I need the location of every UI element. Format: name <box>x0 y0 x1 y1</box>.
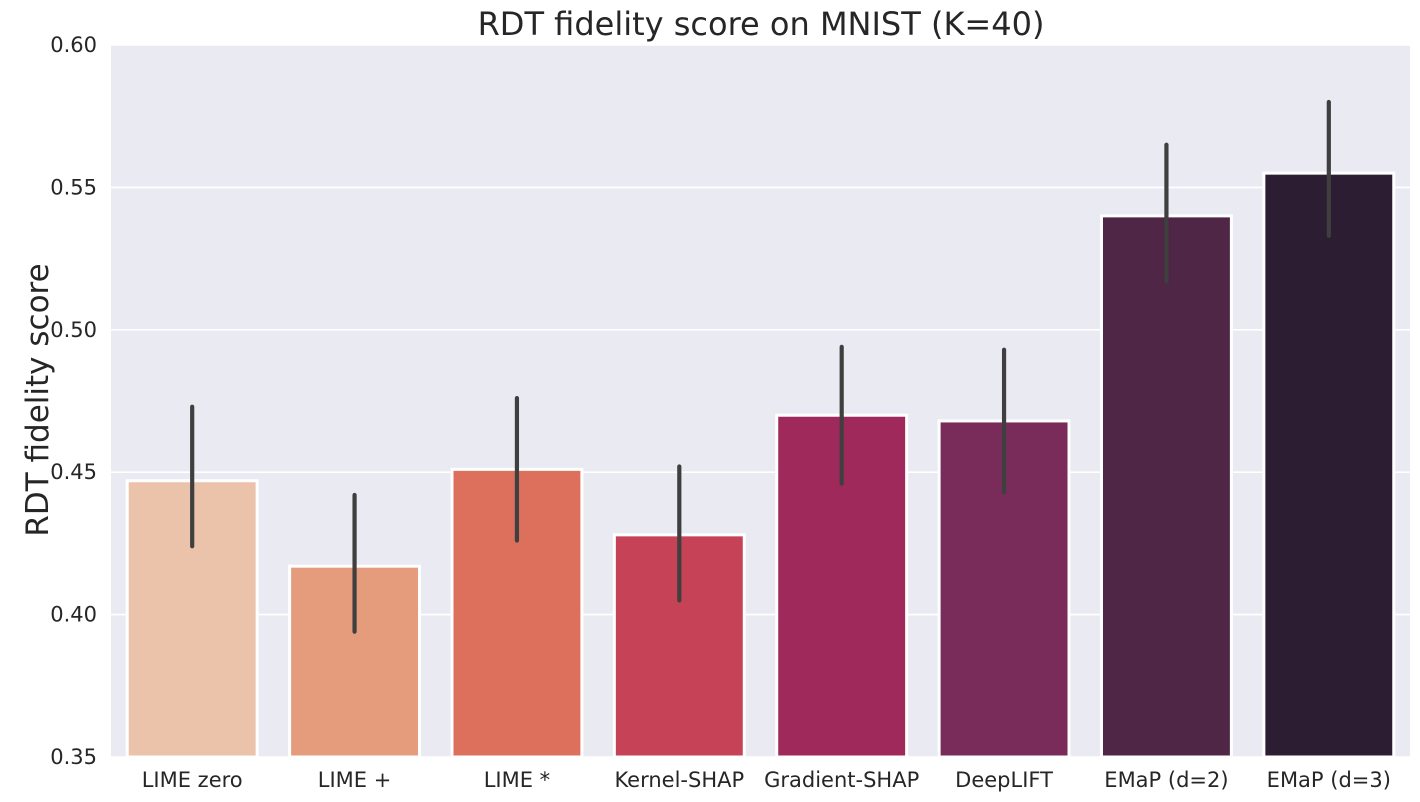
x-tick-label: EMaP (d=2) <box>1104 768 1228 792</box>
y-tick-label: 0.35 <box>50 745 97 769</box>
y-tick-label: 0.50 <box>50 318 97 342</box>
x-tick-labels: LIME zero LIME + LIME * Kernel-SHAP Gradient… <box>142 768 1391 792</box>
y-axis-label: RDT fidelity score <box>20 263 56 536</box>
x-tick-label: LIME + <box>318 768 392 792</box>
x-tick-label: EMaP (d=3) <box>1267 768 1391 792</box>
x-tick-label: DeepLIFT <box>955 768 1053 792</box>
y-tick-label: 0.55 <box>50 175 97 199</box>
error-bars <box>190 99 1331 634</box>
x-tick-label: LIME * <box>484 768 550 792</box>
x-tick-label: Kernel-SHAP <box>614 768 744 792</box>
y-tick-label: 0.40 <box>50 603 97 627</box>
bar <box>1262 171 1396 759</box>
y-tick-label: 0.60 <box>50 33 97 57</box>
y-tick-label: 0.45 <box>50 460 97 484</box>
chart-title: RDT fidelity score on MNIST (K=40) <box>478 5 1045 43</box>
x-tick-label: Gradient-SHAP <box>764 768 919 792</box>
x-tick-label: LIME zero <box>142 768 243 792</box>
y-tick-labels: 0.35 0.40 0.45 0.50 0.55 0.60 <box>50 33 97 769</box>
bar <box>1099 214 1233 759</box>
